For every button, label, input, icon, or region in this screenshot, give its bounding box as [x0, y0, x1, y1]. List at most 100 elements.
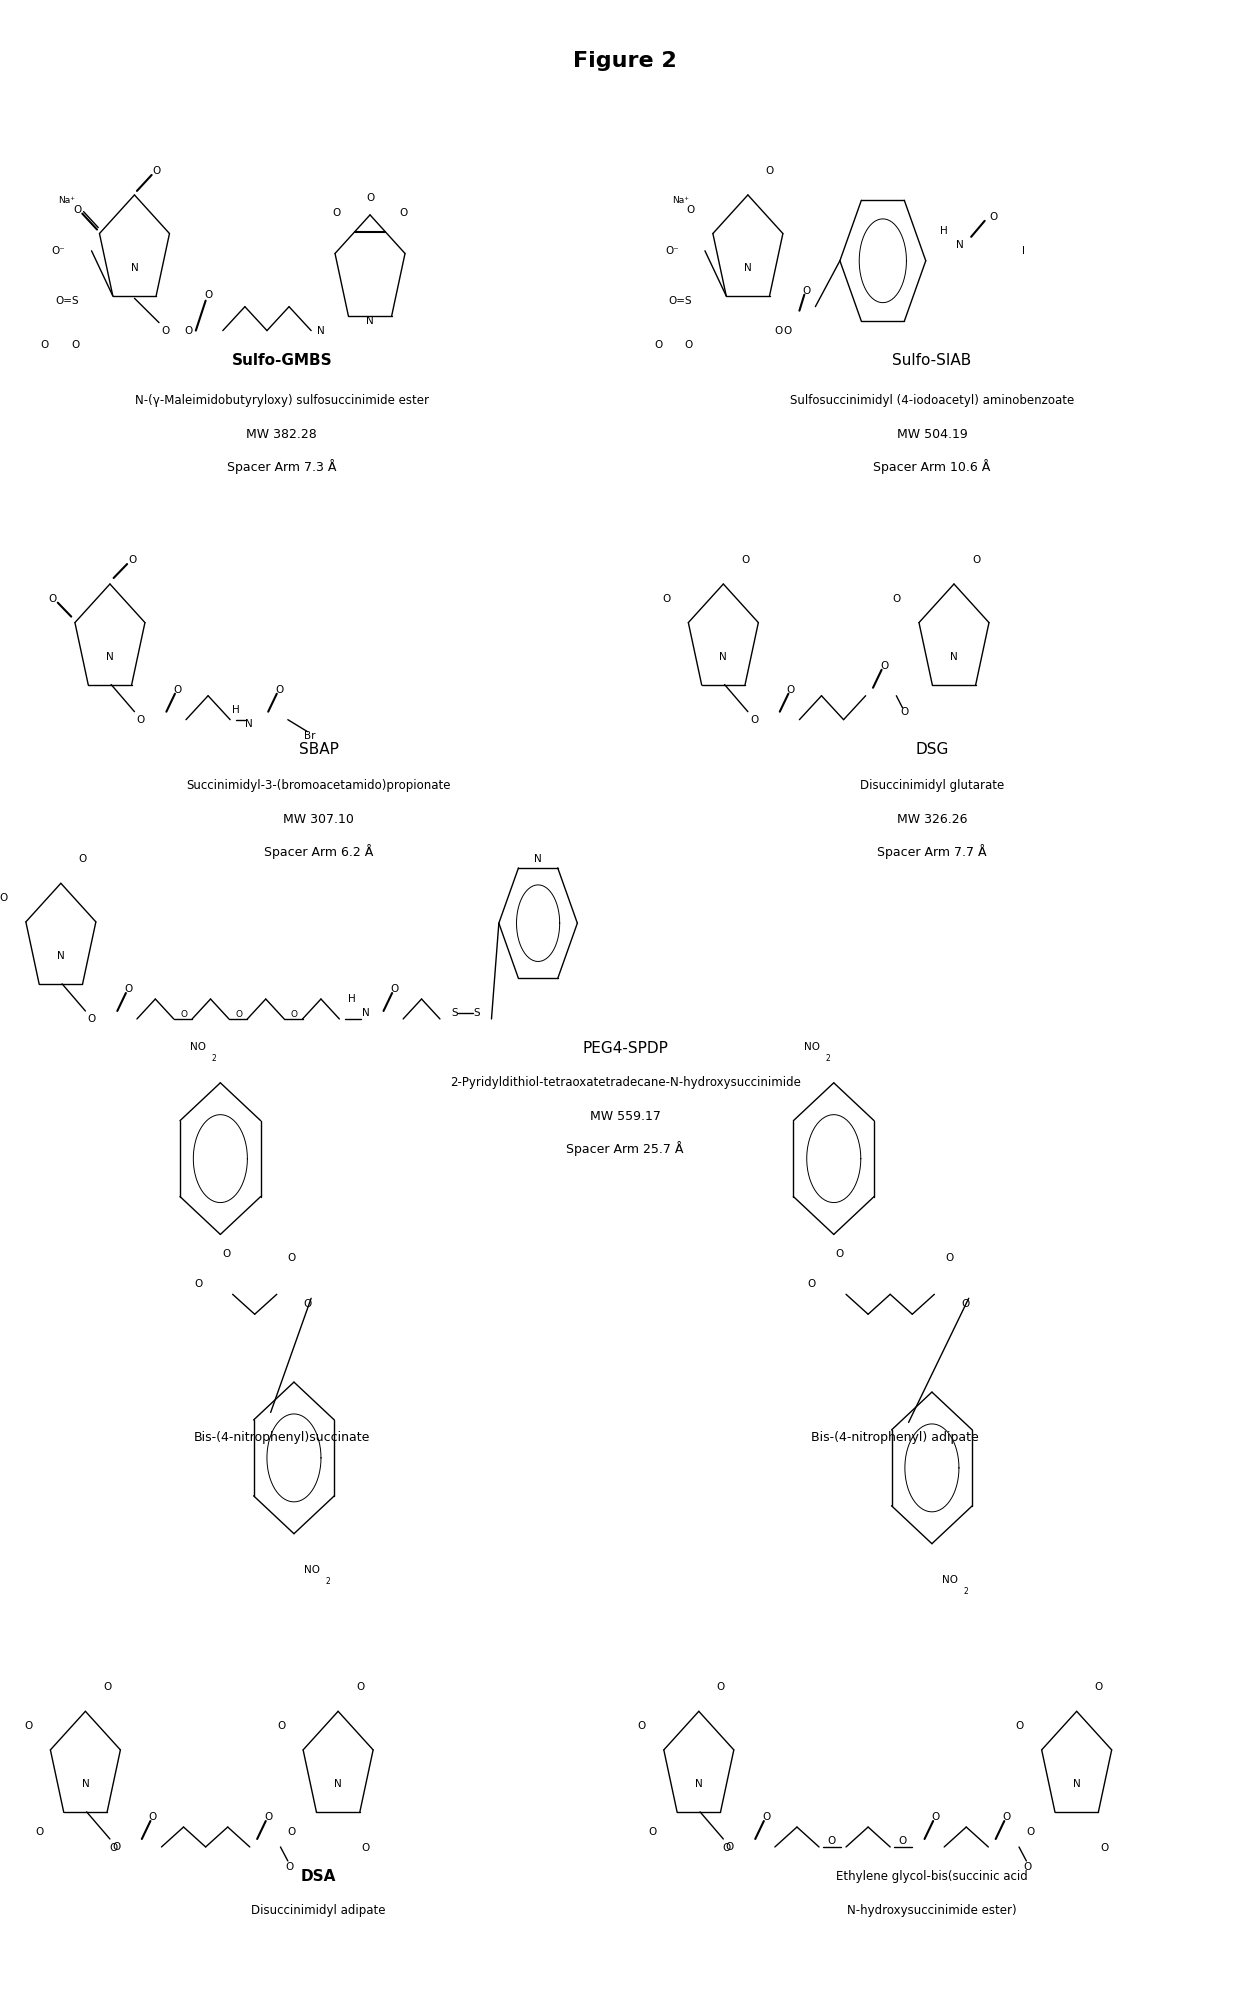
Text: Sulfo-GMBS: Sulfo-GMBS: [232, 354, 332, 368]
Text: S: S: [451, 1007, 458, 1017]
Text: O: O: [73, 204, 82, 214]
Text: O: O: [836, 1249, 844, 1259]
Text: O: O: [103, 1682, 112, 1692]
Text: N: N: [362, 1007, 371, 1017]
Text: O: O: [72, 340, 79, 350]
Text: O: O: [802, 286, 811, 296]
Text: O: O: [285, 1862, 293, 1872]
Text: O: O: [264, 1812, 273, 1822]
Text: O: O: [112, 1842, 120, 1852]
Text: O: O: [880, 661, 888, 671]
Text: O: O: [961, 1299, 970, 1309]
Text: NO: NO: [304, 1564, 320, 1574]
Text: O: O: [725, 1842, 734, 1852]
Text: 2: 2: [326, 1576, 331, 1586]
Text: O: O: [124, 985, 133, 995]
Text: N: N: [107, 651, 114, 661]
Text: N: N: [534, 855, 542, 865]
Text: O: O: [128, 555, 136, 565]
Text: O: O: [898, 1836, 906, 1846]
Text: O: O: [1100, 1844, 1109, 1854]
Text: O⁻: O⁻: [665, 246, 678, 256]
Text: Spacer Arm 7.7 Å: Spacer Arm 7.7 Å: [877, 843, 987, 859]
Text: O=S: O=S: [56, 296, 79, 306]
Text: N: N: [719, 651, 727, 661]
Text: NO: NO: [190, 1041, 206, 1051]
Text: O: O: [41, 340, 50, 350]
Text: O: O: [807, 1279, 816, 1289]
Text: O: O: [362, 1844, 370, 1854]
Text: O: O: [35, 1828, 43, 1838]
Text: O: O: [723, 1844, 730, 1854]
Text: N: N: [956, 240, 963, 250]
Text: DSG: DSG: [915, 741, 949, 757]
Text: O: O: [288, 1253, 295, 1263]
Text: O: O: [366, 194, 374, 204]
Text: O: O: [288, 1828, 296, 1838]
Text: O: O: [900, 707, 909, 717]
Text: H: H: [347, 993, 356, 1005]
Text: DSA: DSA: [301, 1870, 336, 1884]
Text: O: O: [0, 893, 7, 903]
Text: N: N: [244, 719, 253, 729]
Text: O: O: [931, 1812, 940, 1822]
Text: O: O: [827, 1836, 836, 1846]
Text: N: N: [317, 326, 325, 336]
Text: O: O: [136, 715, 145, 725]
Text: O: O: [203, 290, 212, 300]
Text: O: O: [332, 208, 341, 218]
Text: N: N: [950, 651, 957, 661]
Text: H: H: [232, 705, 241, 715]
Text: O: O: [236, 1011, 242, 1019]
Text: O: O: [153, 166, 161, 176]
Text: O: O: [637, 1720, 646, 1730]
Text: Ethylene glycol-bis(succinic acid: Ethylene glycol-bis(succinic acid: [836, 1870, 1028, 1884]
Text: O: O: [1095, 1682, 1102, 1692]
Text: O: O: [1023, 1862, 1032, 1872]
Text: Succinimidyl-3-(bromoacetamido)propionate: Succinimidyl-3-(bromoacetamido)propionat…: [186, 779, 451, 791]
Text: N: N: [744, 262, 751, 272]
Text: N: N: [82, 1778, 89, 1788]
Text: Spacer Arm 25.7 Å: Spacer Arm 25.7 Å: [567, 1141, 684, 1157]
Text: N-(γ-Maleimidobutyryloxy) sulfosuccinimide ester: N-(γ-Maleimidobutyryloxy) sulfosuccinimi…: [135, 394, 429, 408]
Text: O: O: [277, 1720, 285, 1730]
Text: O: O: [990, 212, 997, 222]
Text: O=S: O=S: [668, 296, 692, 306]
Text: O: O: [87, 1013, 95, 1023]
Text: Disuccinimidyl adipate: Disuccinimidyl adipate: [252, 1904, 386, 1918]
Text: O⁻: O⁻: [52, 246, 66, 256]
Text: 2: 2: [963, 1586, 968, 1596]
Text: MW 326.26: MW 326.26: [897, 813, 967, 825]
Text: O: O: [1016, 1720, 1024, 1730]
Text: H: H: [940, 226, 949, 236]
Text: NO: NO: [942, 1574, 959, 1584]
Text: O: O: [180, 1011, 187, 1019]
Text: NO: NO: [804, 1041, 820, 1051]
Text: O: O: [25, 1720, 32, 1730]
Text: N-hydroxysuccinimide ester): N-hydroxysuccinimide ester): [847, 1904, 1017, 1918]
Text: 2-Pyridyldithiol-tetraoxatetradecane-N-hydroxysuccinimide: 2-Pyridyldithiol-tetraoxatetradecane-N-h…: [450, 1077, 801, 1089]
Text: O: O: [763, 1812, 770, 1822]
Text: O: O: [1027, 1828, 1034, 1838]
Text: O: O: [356, 1682, 365, 1692]
Text: Disuccinimidyl glutarate: Disuccinimidyl glutarate: [859, 779, 1004, 791]
Text: N: N: [1073, 1778, 1080, 1788]
Text: O: O: [662, 593, 671, 603]
Text: O: O: [391, 985, 399, 995]
Text: Bis-(4-nitrophenyl)succinate: Bis-(4-nitrophenyl)succinate: [193, 1431, 370, 1445]
Text: O: O: [945, 1253, 954, 1263]
Text: 2: 2: [212, 1055, 217, 1063]
Text: N: N: [130, 262, 139, 272]
Text: O: O: [185, 326, 192, 336]
Text: Na⁺: Na⁺: [58, 196, 76, 206]
Text: Na⁺: Na⁺: [672, 196, 689, 206]
Text: N: N: [57, 951, 64, 961]
Text: O: O: [195, 1279, 202, 1289]
Text: O: O: [275, 685, 284, 695]
Text: O: O: [649, 1828, 657, 1838]
Text: O: O: [304, 1299, 311, 1309]
Text: Sulfo-SIAB: Sulfo-SIAB: [893, 354, 971, 368]
Text: O: O: [222, 1249, 231, 1259]
Text: MW 382.28: MW 382.28: [247, 428, 317, 442]
Text: O: O: [684, 340, 693, 350]
